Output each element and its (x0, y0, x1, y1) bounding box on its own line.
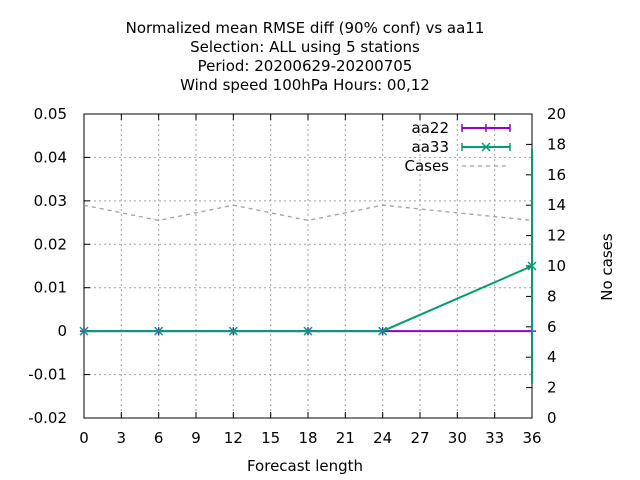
x-tick-label: 0 (79, 429, 89, 447)
x-tick-label: 18 (298, 429, 317, 447)
x-tick-label: 30 (448, 429, 467, 447)
series-group (79, 148, 537, 384)
y-axis-ticks: -0.02 -0.01 0 0.01 0.02 0.03 0.04 0.05 (28, 105, 90, 427)
y-tick-label: -0.01 (28, 366, 67, 384)
y2-tick-label: 20 (547, 105, 566, 123)
y2-tick-label: 18 (547, 135, 566, 153)
data-point-aa33 (228, 326, 238, 336)
data-point-aa33 (79, 326, 89, 336)
x-tick-label: 3 (117, 429, 127, 447)
y2-tick-label: 2 (547, 379, 557, 397)
title-line: Normalized mean RMSE diff (90% conf) vs … (126, 19, 485, 37)
title-line: Wind speed 100hPa Hours: 00,12 (180, 76, 430, 94)
x-tick-label: 27 (410, 429, 429, 447)
grid (84, 114, 532, 418)
y-tick-label: 0.05 (34, 105, 67, 123)
legend-label: aa22 (412, 119, 449, 137)
y-tick-label: 0.03 (34, 192, 67, 210)
y-tick-label: 0.01 (34, 279, 67, 297)
series-line-aa33 (84, 265, 533, 333)
legend-marker (481, 142, 491, 152)
y-tick-label: 0.02 (34, 235, 67, 253)
x-tick-label: 6 (154, 429, 164, 447)
x-axis-ticks: 0 3 6 9 12 15 18 21 24 27 30 33 36 (79, 114, 542, 447)
data-point-aa33 (154, 326, 164, 336)
y-tick-label: -0.02 (28, 409, 67, 427)
x-axis-label: Forecast length (247, 457, 363, 475)
y2-tick-label: 10 (547, 257, 566, 275)
y2-tick-label: 14 (547, 196, 566, 214)
y2-tick-label: 0 (547, 409, 557, 427)
legend-item-aa22: aa22 (412, 119, 511, 137)
y2-axis-label: No cases (598, 233, 616, 301)
y2-tick-label: 8 (547, 287, 557, 305)
data-point-aa33 (527, 261, 537, 271)
y2-axis-ticks: 0 2 4 6 8 10 12 14 16 18 20 (526, 105, 566, 427)
data-point-aa33 (378, 326, 388, 336)
series-line-cases (83, 204, 533, 222)
series-cases (83, 204, 533, 222)
y2-tick-label: 16 (547, 166, 566, 184)
chart-title: Normalized mean RMSE diff (90% conf) vs … (126, 19, 485, 94)
y2-tick-label: 6 (547, 318, 557, 336)
x-tick-label: 24 (373, 429, 392, 447)
x-tick-label: 12 (224, 429, 243, 447)
y2-tick-label: 12 (547, 227, 566, 245)
legend-label: aa33 (412, 138, 449, 156)
legend-label: Cases (404, 157, 449, 175)
data-point-aa33 (303, 326, 313, 336)
series-aa33 (79, 148, 537, 384)
legend-marker (482, 124, 490, 132)
x-tick-label: 33 (485, 429, 504, 447)
x-tick-label: 15 (261, 429, 280, 447)
x-tick-label: 36 (522, 429, 541, 447)
y-tick-label: 0 (57, 322, 67, 340)
y-tick-label: 0.04 (34, 148, 67, 166)
x-tick-label: 21 (336, 429, 355, 447)
x-tick-label: 9 (191, 429, 201, 447)
title-line: Selection: ALL using 5 stations (190, 38, 420, 56)
legend-item-cases: Cases (404, 157, 510, 175)
title-line: Period: 20200629-20200705 (198, 57, 413, 75)
y2-tick-label: 4 (547, 348, 557, 366)
legend-item-aa33: aa33 (412, 138, 511, 156)
